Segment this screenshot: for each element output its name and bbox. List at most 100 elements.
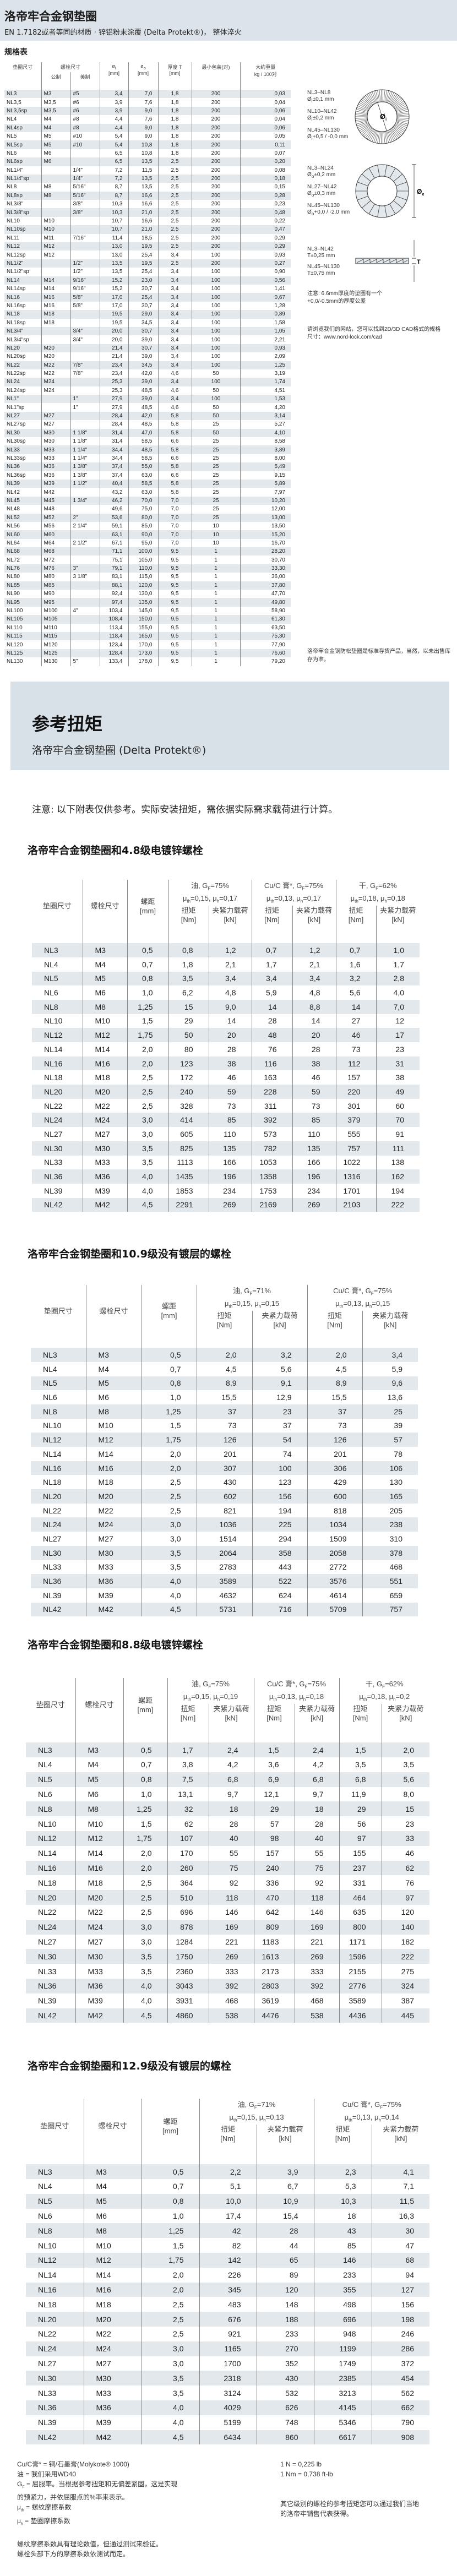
col-group-condition: 油, GF=75% μth=0,15, μh=0,17 — [168, 880, 252, 906]
cell-torque: 4029 — [199, 2400, 257, 2415]
cell-bolt-size: M22 — [85, 1503, 142, 1518]
cell-washer-size: NL3/8" — [7, 201, 24, 208]
cell-weight: 3,19 — [240, 369, 291, 378]
cell-metric-size: M18 — [41, 310, 70, 319]
text-part: i — [311, 117, 313, 122]
cell-pitch: 1,75 — [123, 1831, 167, 1846]
spec-row: NL90 M90 92,4 130,0 9,5 1 47,70 — [4, 590, 291, 598]
cell-clamp-load: 454 — [371, 2371, 429, 2386]
cell-washer-size: NL76 — [4, 564, 41, 573]
cell-outer-diameter: 130,0 — [128, 590, 158, 598]
cell-clamp-load: 7,0 — [376, 999, 420, 1014]
cell-washer-size: NL18sp — [7, 319, 26, 326]
cell-torque: 2103 — [335, 1197, 376, 1212]
cell-inner-diameter: 23,4 — [99, 369, 128, 378]
cell-imperial-size — [70, 581, 100, 590]
cell-imperial-size: 1/2" — [70, 259, 100, 268]
cell-imperial-size — [70, 242, 100, 251]
cell-torque: 1514 — [196, 1532, 252, 1546]
cell-imperial-size: 9/16" — [70, 276, 100, 285]
spec-table: 垫圈尺寸 螺栓尺寸 øi [mm] øo [mm] 厚度 T [mm] 最小包装(对)… — [4, 62, 291, 666]
spec-row: NL3,5 M3,5 #6 3,9 7,6 1,8 200 0,04 — [4, 98, 291, 107]
cell-min-pack: 50 — [191, 428, 240, 438]
cell-torque: 3576 — [307, 1574, 362, 1588]
text-part: F — [380, 2105, 383, 2110]
cell-torque: 1,7 — [251, 957, 292, 972]
col-washer: 垫圈尺寸 — [26, 2099, 84, 2164]
cell-metric-size: M16 — [41, 301, 70, 311]
cell-torque: 157 — [335, 1070, 376, 1085]
cell-torque: 414 — [168, 1113, 209, 1128]
text-part: NL45–NL130 — [307, 203, 340, 209]
cell-bolt-size: M10 — [82, 1014, 127, 1028]
cell-washer-size: NL42 — [7, 489, 20, 495]
cell-imperial-size — [70, 216, 100, 226]
cell-washer-size: NL10sp — [4, 225, 41, 234]
cell-weight: 0,04 — [240, 98, 291, 107]
spec-row: NL30sp M30 1 1/8" 31,4 58,5 6,6 25 8,58 — [4, 437, 291, 446]
cell-metric-size: M3,5 — [41, 98, 70, 107]
cell-thickness: 3,4 — [157, 301, 192, 311]
header-label: 螺栓尺寸 — [90, 902, 119, 911]
cell-thickness: 6,6 — [157, 437, 192, 446]
cell-pitch: 3,5 — [141, 2371, 199, 2386]
cell-bolt-size: M5 — [75, 1772, 123, 1787]
text-part: =75% — [211, 1680, 230, 1688]
cell-torque: 782 — [251, 1141, 292, 1156]
cell-weight: 61,30 — [240, 615, 291, 624]
cell-imperial-size: 5/8" — [70, 301, 100, 311]
cell-outer-diameter: 58,5 — [128, 437, 158, 446]
serration-line — [368, 129, 375, 140]
cell-clamp-load: 146 — [294, 1904, 339, 1920]
cell-outer-diameter: 58,5 — [128, 479, 158, 488]
cell-torque: 8,9 — [307, 1376, 362, 1391]
text-part: Cu/C 膏*, G — [264, 881, 302, 890]
cell-outer-diameter: 16,6 — [128, 191, 158, 200]
cell-inner-diameter: 6,5 — [99, 157, 128, 166]
segment-line — [377, 165, 380, 177]
cell-metric-size: M76 — [41, 564, 70, 573]
cell-clamp-load: 387 — [381, 1993, 429, 2008]
cell-outer-diameter: 47,0 — [128, 428, 158, 438]
torque-row: NL22 M22 2,5 921 233 948 246 — [26, 2326, 429, 2341]
text-part: F — [382, 1684, 385, 1690]
cell-clamp-load: 73 — [292, 1098, 336, 1113]
cell-torque: 126 — [196, 1433, 252, 1447]
cell-washer-size: NL14 — [4, 276, 41, 285]
cell-outer-diameter: 170,0 — [128, 640, 158, 649]
cell-min-pack: 100 — [191, 378, 240, 386]
cell-washer-size: NL60 — [4, 530, 41, 539]
cell-bolt-size: M14 — [85, 1447, 142, 1461]
cell-min-pack: 10 — [191, 538, 240, 548]
footnote-line: 螺栓头部下方的摩擦系数依测试而定。 — [17, 2549, 177, 2559]
cell-bolt-size: M4 — [75, 1757, 123, 1772]
cell-pitch: 0,5 — [141, 1348, 197, 1362]
text-part: =75% — [383, 2100, 401, 2109]
cell-torque: 1596 — [339, 1949, 382, 1964]
header-label: 夹紧力载荷 — [262, 1311, 298, 1320]
serration-line — [391, 95, 399, 105]
cell-torque: 4145 — [313, 2400, 372, 2415]
cell-torque: 126 — [307, 1433, 362, 1447]
cell-washer-size: NL3 — [26, 1742, 75, 1757]
cell-thickness: 4,6 — [157, 369, 192, 378]
friction-line: μth=0,13, μh=0,14 — [314, 2112, 430, 2125]
spec-row: NL3/8" 3/8" 10,3 16,6 2,5 200 0,23 — [4, 200, 291, 209]
spec-row: NL1/2" 1/2" 13,5 19,5 2,5 200 0,27 — [4, 259, 291, 268]
cell-outer-diameter: 48,5 — [128, 403, 158, 412]
cell-torque: 3,5 — [339, 1757, 382, 1772]
cell-bolt-size: M30 — [85, 1545, 142, 1560]
cell-imperial-size: #8 — [70, 123, 100, 132]
cell-imperial-size: 2 1/2" — [70, 538, 100, 548]
cell-thickness: 3,4 — [157, 361, 192, 369]
torque-row: NL3 M3 0,5 2,2 3,9 2,3 4,1 — [26, 2164, 429, 2179]
cell-bolt-size: M10 — [83, 2238, 142, 2253]
text-part: F — [376, 886, 379, 891]
cell-weight: 1,25 — [240, 361, 291, 369]
spec-row: NL24 M24 25,3 39,0 3,4 100 1,74 — [4, 378, 291, 386]
text-part: μ — [183, 1692, 188, 1701]
cell-clamp-load: 169 — [294, 1919, 339, 1935]
cell-min-pack: 1 — [191, 632, 240, 641]
serration-line — [377, 90, 380, 102]
cell-torque: 240 — [168, 1085, 209, 1099]
